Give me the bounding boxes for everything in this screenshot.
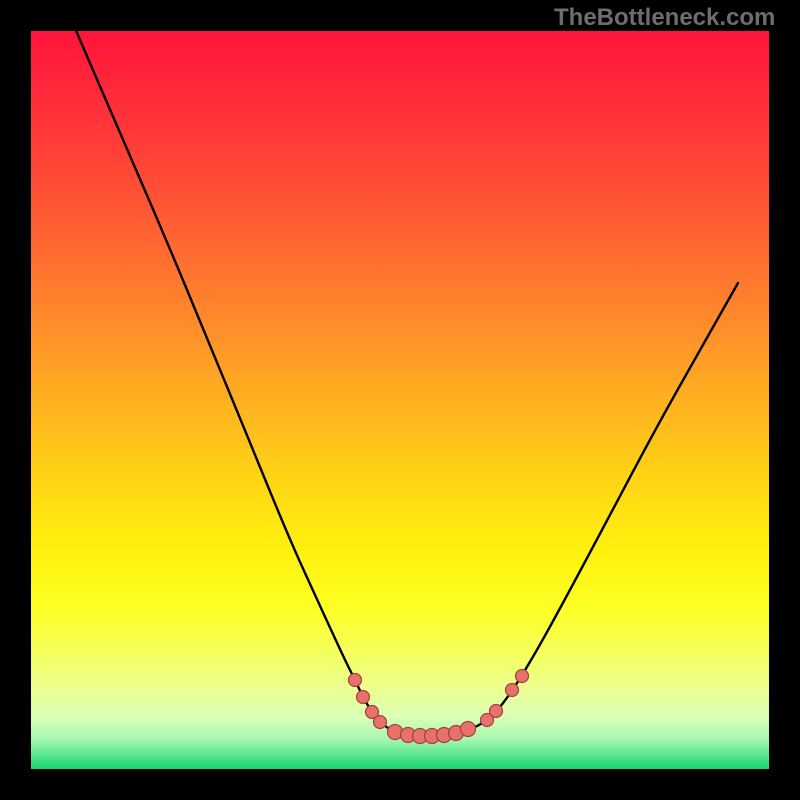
chart-svg (0, 0, 800, 800)
curve-marker (374, 716, 387, 729)
curve-marker (349, 674, 362, 687)
curve-marker (516, 670, 529, 683)
curve-marker (357, 691, 370, 704)
chart-container: TheBottleneck.com (0, 0, 800, 800)
watermark-text: TheBottleneck.com (554, 4, 775, 32)
plot-background (31, 31, 769, 769)
curve-marker (506, 684, 519, 697)
curve-marker (461, 722, 476, 737)
curve-marker (490, 705, 503, 718)
